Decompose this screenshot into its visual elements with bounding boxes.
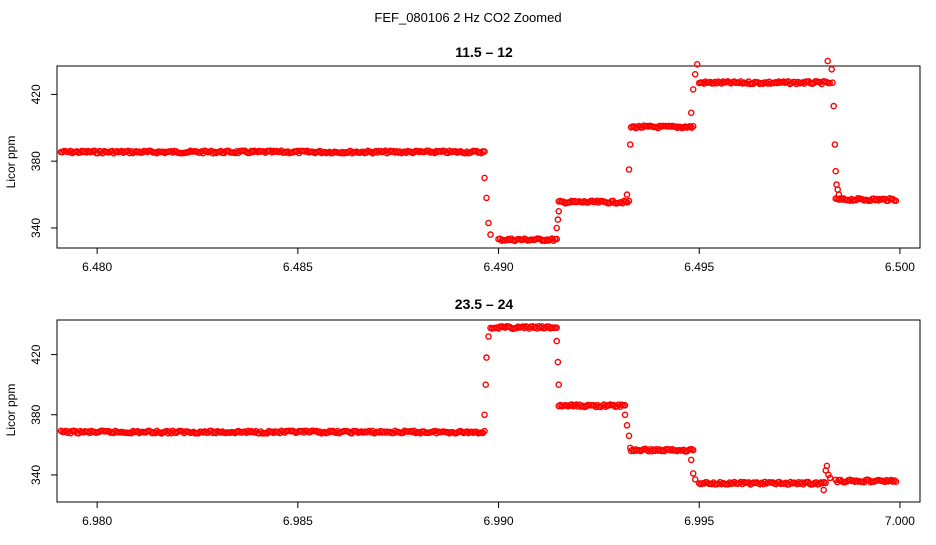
chart-title: 23.5 – 24 bbox=[455, 296, 514, 312]
data-point bbox=[686, 123, 694, 130]
data-point bbox=[822, 479, 830, 487]
data-point bbox=[689, 446, 697, 454]
x-tick-label: 6.990 bbox=[484, 514, 514, 528]
x-tick-label: 7.000 bbox=[885, 514, 915, 528]
data-point bbox=[826, 474, 834, 482]
data-point bbox=[828, 66, 836, 73]
data-point bbox=[626, 444, 634, 452]
x-tick-label: 6.490 bbox=[484, 260, 514, 274]
data-point bbox=[625, 432, 633, 440]
data-point bbox=[481, 148, 488, 155]
data-point bbox=[687, 109, 695, 117]
data-point bbox=[688, 124, 695, 131]
data-point bbox=[623, 421, 631, 429]
data-point bbox=[553, 324, 561, 332]
y-tick-label: 340 bbox=[29, 465, 43, 485]
y-tick-label: 420 bbox=[29, 344, 43, 364]
data-point bbox=[691, 476, 699, 483]
data-point bbox=[623, 191, 631, 198]
data-point bbox=[481, 411, 488, 419]
y-tick-label: 380 bbox=[29, 404, 43, 424]
chart-panel-bottom: 23.5 – 24 Licor ppm 6.980 6.985 6.990 6.995… bbox=[4, 296, 921, 528]
data-point bbox=[689, 470, 697, 477]
x-tick-label: 6.500 bbox=[885, 260, 915, 274]
data-point bbox=[481, 174, 488, 182]
x-tick-label: 6.480 bbox=[82, 260, 112, 274]
data-point bbox=[823, 462, 831, 470]
data-point bbox=[829, 79, 836, 86]
data-point bbox=[691, 71, 699, 78]
y-axis-label: Licor ppm bbox=[4, 384, 18, 437]
data-point bbox=[555, 207, 563, 215]
figure-title: FEF_080106 2 Hz CO2 Zoomed bbox=[374, 10, 561, 25]
data-point bbox=[482, 381, 490, 389]
data-point bbox=[485, 333, 492, 340]
plot-frame bbox=[56, 319, 921, 503]
data-point bbox=[689, 86, 697, 93]
data-point bbox=[483, 194, 490, 202]
data-series bbox=[57, 322, 900, 494]
data-point bbox=[820, 486, 828, 494]
data-point bbox=[835, 191, 843, 198]
data-point bbox=[687, 456, 695, 464]
x-tick-label: 6.495 bbox=[684, 260, 714, 274]
data-point bbox=[832, 167, 840, 175]
data-point bbox=[625, 197, 633, 205]
data-point bbox=[625, 166, 633, 173]
data-point bbox=[554, 216, 562, 223]
data-point bbox=[483, 354, 490, 361]
data-point bbox=[555, 381, 563, 389]
data-series bbox=[57, 57, 900, 245]
data-point bbox=[831, 141, 839, 148]
data-point bbox=[626, 141, 634, 148]
data-point bbox=[892, 197, 900, 205]
data-point bbox=[487, 231, 494, 238]
data-point bbox=[553, 235, 561, 243]
data-point bbox=[485, 219, 492, 227]
y-tick-label: 420 bbox=[29, 84, 43, 104]
data-point bbox=[481, 427, 488, 435]
data-point bbox=[824, 57, 832, 65]
data-point bbox=[554, 358, 562, 366]
data-point bbox=[689, 123, 697, 130]
y-axis-label: Licor ppm bbox=[4, 136, 18, 189]
data-point bbox=[892, 478, 900, 486]
x-tick-label: 6.980 bbox=[82, 514, 112, 528]
data-point bbox=[830, 102, 838, 110]
data-point bbox=[826, 79, 834, 87]
data-point bbox=[621, 411, 629, 419]
y-tick-label: 340 bbox=[29, 218, 43, 238]
plot-frame bbox=[56, 65, 921, 249]
data-point bbox=[553, 224, 561, 232]
data-point bbox=[624, 199, 631, 206]
data-point bbox=[693, 61, 701, 68]
chart-panel-top: 11.5 – 12 Licor ppm 6.480 6.485 6.490 6.495… bbox=[4, 44, 921, 274]
chart-title: 11.5 – 12 bbox=[455, 44, 513, 60]
x-tick-label: 6.985 bbox=[283, 514, 313, 528]
x-tick-label: 6.485 bbox=[283, 260, 313, 274]
data-point bbox=[550, 237, 557, 244]
data-point bbox=[621, 401, 629, 409]
x-tick-label: 6.995 bbox=[684, 514, 714, 528]
y-tick-label: 380 bbox=[29, 151, 43, 171]
data-point bbox=[553, 337, 561, 345]
